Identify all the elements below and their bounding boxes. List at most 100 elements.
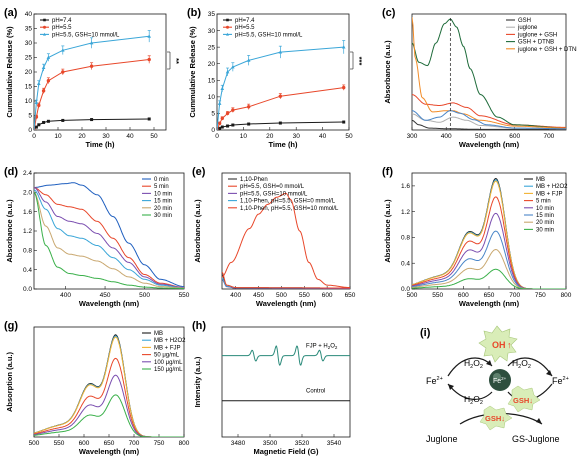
- panel-d: (d) 400 450 500 550 0.0 0.4 0.8 1.2 1.6 2.0 2.4 Wave…: [4, 166, 190, 308]
- data-point: [61, 48, 65, 52]
- legend-entry: 30 min: [154, 213, 172, 219]
- y-tick-label: 1.6: [401, 183, 410, 190]
- y-axis-label: Cummulative Release (%): [188, 26, 197, 118]
- legend-entry: 30 min: [536, 227, 554, 233]
- series-line: [222, 274, 350, 289]
- x-tick-label: 30: [293, 133, 301, 140]
- x-tick-label: 20: [266, 133, 274, 140]
- legend-entry: 10 min: [536, 206, 554, 212]
- series-line: [412, 110, 566, 130]
- x-tick-label: 0: [215, 133, 219, 140]
- series-line: [34, 191, 184, 289]
- series-line: [222, 271, 350, 289]
- legend-marker: [226, 18, 229, 22]
- y-axis-label: Absorbance (a.u.): [383, 40, 392, 104]
- y-tick-label: 10: [208, 94, 216, 101]
- data-point: [41, 89, 46, 93]
- legend-entry: pH=5.5, GSH=0 mmol/L: [240, 184, 305, 190]
- plot-area: [412, 17, 566, 130]
- x-tick-label: 600: [458, 292, 469, 299]
- data-point: [147, 117, 151, 121]
- data-point: [220, 116, 224, 121]
- x-tick-label: 800: [561, 292, 572, 299]
- x-tick-label: 400: [230, 292, 241, 299]
- x-tick-label: 600: [79, 440, 90, 447]
- legend-entry: 15 min: [154, 199, 172, 205]
- plot-area: [34, 334, 184, 437]
- data-point: [61, 118, 65, 122]
- data-point: [342, 120, 346, 124]
- x-tick-label: 550: [179, 292, 190, 299]
- data-point: [89, 41, 94, 45]
- legend-entry: 20 min: [536, 220, 554, 226]
- legend-entry: 1,10-Phen: [240, 177, 268, 183]
- data-point: [278, 121, 282, 125]
- oh-up-arrow: ↑: [507, 340, 512, 350]
- x-tick-label: 700: [543, 133, 554, 140]
- data-point: [226, 124, 230, 128]
- legend-entry: 1,10-Phen, pH=5.5, GSH=0 mmol/L: [240, 199, 336, 205]
- series-line: [412, 17, 566, 129]
- juglone-label: Juglone: [426, 434, 458, 444]
- plot-area: [34, 182, 184, 289]
- legend-marker: [43, 32, 46, 36]
- series-line: [34, 394, 184, 437]
- data-point: [41, 65, 46, 70]
- plot-frame: [221, 172, 351, 290]
- gsh-starburst-bottom: GSH↓: [479, 405, 513, 431]
- y-axis-label: Absorption (a.u.): [5, 352, 14, 412]
- x-tick-label: 300: [407, 133, 418, 140]
- significance-label: ***: [355, 57, 364, 66]
- legend-entry: pH=5.5, GSH=10 mmol/L: [235, 32, 303, 38]
- panel-label: (d): [4, 166, 18, 178]
- y-axis-label: Intensity (a.u.): [193, 356, 202, 407]
- x-tick-label: 40: [319, 133, 327, 140]
- x-axis-label: Wavelength (nm): [79, 447, 140, 456]
- panel-h: (h) 3480 3500 3520 3540 Magnetic Field (G) Int…: [192, 320, 351, 456]
- y-tick-label: 0.4: [401, 260, 410, 267]
- data-point: [247, 122, 251, 126]
- data-point: [225, 70, 230, 74]
- x-tick-label: 750: [154, 440, 165, 447]
- series-line: [34, 35, 150, 130]
- x-tick-label: 500: [276, 292, 287, 299]
- x-tick-label: 500: [139, 292, 150, 299]
- x-tick-label: 30: [102, 133, 110, 140]
- mechanism-scheme: (i) OH ↑ Fe2+ H2O2 H2O2 H2O2 Fe2+ Fe2+ G…: [420, 325, 569, 444]
- plot-area: [34, 30, 151, 130]
- x-axis-label: Wavelength (nm): [256, 299, 317, 308]
- x-axis-label: Time (h): [85, 140, 115, 149]
- legend-entry: pH=7.4: [235, 18, 255, 24]
- x-tick-label: 50: [345, 133, 353, 140]
- panel-label: (a): [4, 7, 18, 19]
- series-line: [34, 182, 184, 288]
- oh-label: OH: [492, 340, 506, 350]
- y-tick-label: 40: [25, 11, 33, 18]
- series-line: [217, 46, 344, 130]
- legend-entry: pH=5.5: [235, 25, 255, 31]
- data-point: [278, 50, 283, 54]
- x-tick-label: 600: [322, 292, 333, 299]
- legend-entry: MB + H2O2: [154, 338, 186, 344]
- legend-entry: juglone: [517, 25, 538, 31]
- panel-g: (g) 500 550 600 650 700 750 800 Wavelength (nm) A…: [4, 320, 190, 456]
- plot-area: [222, 192, 350, 289]
- data-point: [217, 121, 222, 126]
- panel-a: (a) 0 10 20 30 40 50 0 5 10 15 20 25 30 35 40 Time (h) Cu…: [4, 7, 181, 149]
- x-tick-label: 400: [60, 292, 71, 299]
- x-axis-label: Time (h): [268, 140, 298, 149]
- legend-entry: pH=5.5: [52, 25, 72, 31]
- data-point: [37, 103, 41, 108]
- plot-frame: [221, 326, 351, 438]
- panel-label: (e): [192, 166, 206, 178]
- y-tick-label: 1.6: [23, 209, 32, 216]
- x-tick-label: 650: [104, 440, 115, 447]
- y-tick-label: 35: [25, 26, 33, 33]
- data-point: [34, 125, 38, 129]
- y-tick-label: 35: [208, 11, 216, 18]
- series-line: [412, 94, 566, 128]
- x-tick-label: 550: [432, 292, 443, 299]
- plot-area: [217, 40, 346, 130]
- panel-label: (g): [4, 320, 18, 332]
- data-point: [89, 64, 94, 68]
